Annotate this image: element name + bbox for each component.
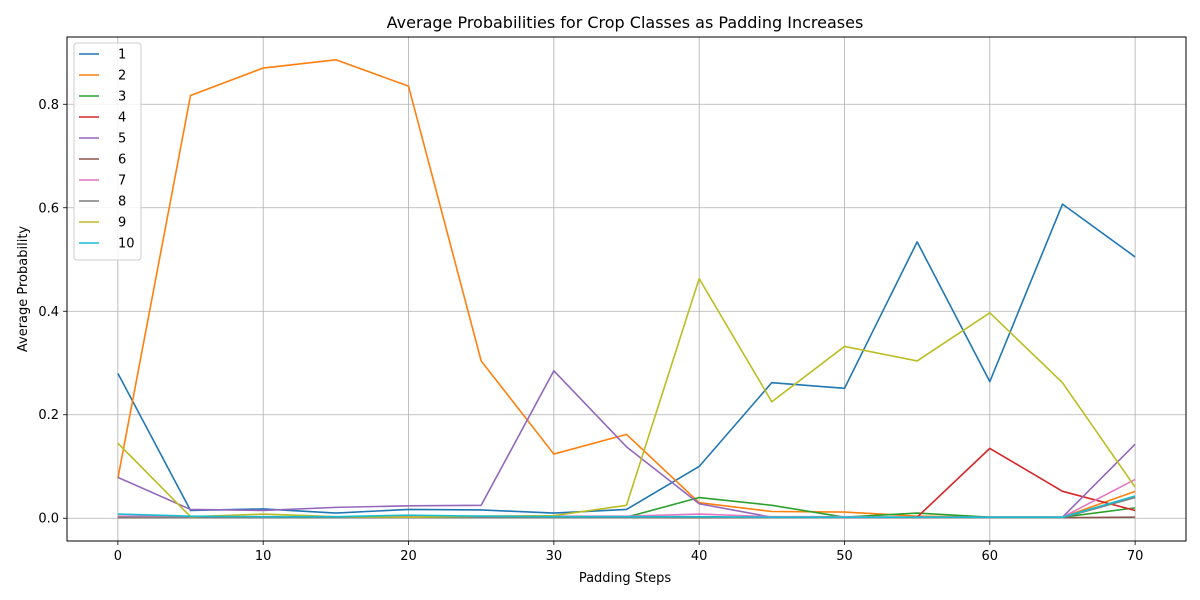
y-tick-label: 0.4: [38, 305, 59, 320]
x-tick-label: 50: [836, 549, 853, 564]
x-tick-label: 20: [400, 549, 417, 564]
x-tick-label: 40: [691, 549, 708, 564]
y-tick-label: 0.2: [38, 408, 59, 423]
series-line-7: [117, 478, 1136, 519]
y-tick-label: 0.8: [38, 98, 59, 113]
y-axis-ticks: 0.0 0.2 0.4 0.6 0.8: [38, 98, 67, 527]
series-line-2: [117, 58, 1136, 519]
x-tick-label: 30: [546, 549, 563, 564]
legend-label: 4: [118, 111, 126, 126]
x-tick-label: 60: [982, 549, 999, 564]
series-line-5: [117, 369, 1136, 519]
y-axis-label: Average Probability: [16, 226, 31, 353]
y-tick-label: 0.6: [38, 201, 59, 216]
legend-label: 5: [118, 132, 126, 147]
legend-label: 9: [118, 216, 126, 231]
series-line-9: [117, 277, 1136, 519]
plot-area-frame: [66, 36, 1187, 542]
legend-label: 7: [118, 174, 126, 189]
x-tick-label: 0: [114, 549, 122, 564]
x-tick-label: 70: [1127, 549, 1144, 564]
legend-label: 2: [118, 69, 126, 84]
series-lines: [117, 58, 1136, 519]
legend-label: 10: [118, 237, 135, 252]
x-axis-ticks: 0 10 20 30 40 50 60 70: [114, 541, 1144, 564]
legend: 1 2 3 4 5 6 7 8 9 10: [73, 42, 142, 261]
x-tick-label: 10: [255, 549, 272, 564]
series-line-4: [117, 447, 1136, 519]
legend-label: 8: [118, 195, 126, 210]
y-tick-label: 0.0: [38, 512, 59, 527]
x-axis-label: Padding Steps: [579, 571, 672, 586]
series-line-10: [117, 495, 1136, 519]
chart-title: Average Probabilities for Crop Classes a…: [387, 13, 864, 32]
legend-label: 6: [118, 153, 126, 168]
series-line-1: [117, 203, 1136, 514]
legend-label: 3: [118, 90, 126, 105]
legend-label: 1: [118, 48, 126, 63]
legend-box: [73, 42, 142, 261]
